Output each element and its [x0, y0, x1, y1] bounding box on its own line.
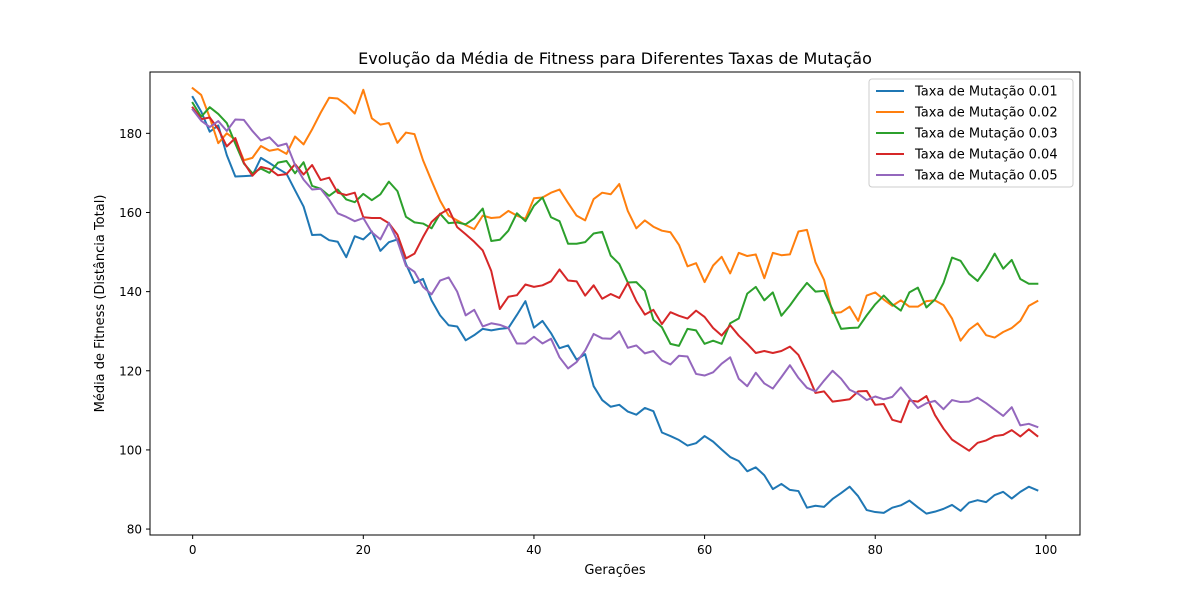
legend-items: Taxa de Mutação 0.01 Taxa de Mutação 0.02… [876, 85, 1058, 184]
chart-title: Evolução da Média de Fitness para Difere… [358, 49, 872, 68]
y-tick-label: 180 [119, 127, 142, 141]
x-axis-ticks: 0 20 40 60 80 100 [189, 535, 1057, 557]
series-layer [191, 86, 1039, 515]
legend: Taxa de Mutação 0.01 Taxa de Mutação 0.02… [868, 78, 1074, 188]
x-tick-label: 20 [356, 543, 371, 557]
x-tick-label: 80 [868, 543, 883, 557]
y-tick-label: 100 [119, 443, 142, 457]
series-line-1 [191, 95, 1039, 515]
y-tick-label: 160 [119, 206, 142, 220]
legend-label-2: Taxa de Mutação 0.02 [914, 106, 1058, 121]
legend-label-3: Taxa de Mutação 0.03 [914, 127, 1058, 142]
legend-label-5: Taxa de Mutação 0.05 [914, 169, 1058, 184]
series-line-2 [191, 86, 1039, 342]
y-axis-ticks: 80 100 120 140 160 180 [119, 127, 150, 537]
legend-box [868, 78, 1074, 188]
legend-label-4: Taxa de Mutação 0.04 [914, 148, 1058, 163]
plot-frame [149, 71, 1081, 536]
series-line-5 [191, 108, 1039, 429]
y-tick-label: 80 [127, 523, 142, 537]
x-tick-label: 60 [697, 543, 712, 557]
x-axis-label: Gerações [584, 563, 645, 578]
y-tick-label: 140 [119, 285, 142, 299]
y-axis-label: Média de Fitness (Distância Total) [93, 195, 108, 413]
series-line-4 [191, 106, 1039, 452]
legend-label-1: Taxa de Mutação 0.01 [914, 85, 1058, 100]
y-tick-label: 120 [119, 364, 142, 378]
series-line-3 [191, 101, 1039, 347]
x-tick-label: 40 [526, 543, 541, 557]
x-tick-label: 100 [1034, 543, 1057, 557]
x-tick-label: 0 [189, 543, 197, 557]
